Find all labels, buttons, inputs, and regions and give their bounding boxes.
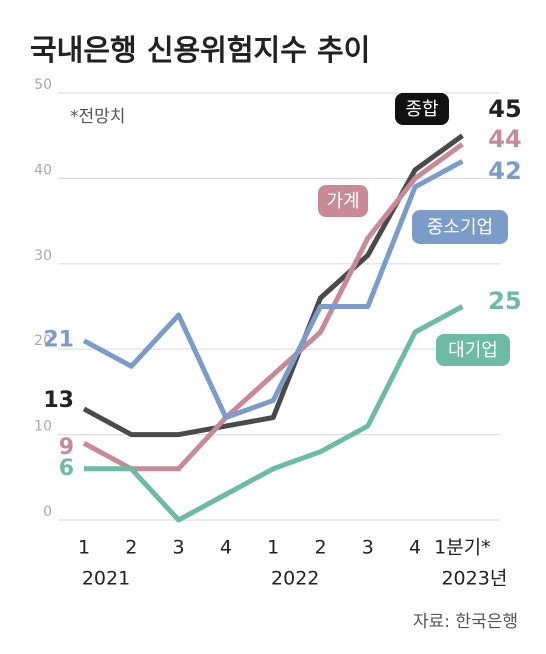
end-value-label: 45 <box>488 95 521 123</box>
legend-label: 가계 <box>326 191 359 212</box>
year-label: 2022 <box>271 568 319 590</box>
y-tick-label: 20 <box>34 333 52 349</box>
x-tick-label: 1 <box>78 537 90 559</box>
annotation: *전망치 <box>70 107 125 127</box>
x-tick-label: 4 <box>220 537 232 559</box>
end-value-label: 44 <box>488 125 521 153</box>
source: 자료: 한국은행 <box>413 612 518 632</box>
x-tick-label: 3 <box>173 537 185 559</box>
legend-box <box>436 334 510 366</box>
end-value-label: 42 <box>488 157 521 185</box>
year-label: 2023년 <box>441 568 507 590</box>
start-value-label: 21 <box>43 328 74 353</box>
legend-box <box>318 185 368 217</box>
series-line <box>84 304 464 523</box>
legend-box <box>395 93 449 125</box>
x-tick-label: 1 <box>267 537 279 559</box>
legend-box <box>412 210 508 244</box>
y-tick-label: 30 <box>34 248 52 264</box>
start-value-label: 13 <box>43 388 74 413</box>
end-value-label: 25 <box>488 287 521 315</box>
x-tick-label: 3 <box>362 537 374 559</box>
x-tick-label: 1분기* <box>434 537 491 559</box>
y-tick-label: 40 <box>34 162 52 178</box>
y-tick-label: 50 <box>34 77 52 93</box>
series-line <box>82 133 464 438</box>
start-value-label: 6 <box>59 456 74 481</box>
legend-label: 중소기업 <box>427 217 493 238</box>
x-tick-label: 4 <box>409 537 421 559</box>
legend-label: 종합 <box>405 99 438 120</box>
year-label: 2021 <box>82 568 130 590</box>
series-line <box>82 142 464 472</box>
y-tick-label: 0 <box>43 504 52 520</box>
y-tick-label: 10 <box>34 419 52 435</box>
series-line <box>82 159 464 421</box>
start-value-label: 9 <box>59 435 74 460</box>
x-tick-label: 2 <box>314 537 326 559</box>
x-tick-label: 2 <box>125 537 137 559</box>
chart-title: 국내은행 신용위험지수 추이 <box>30 33 370 67</box>
legend-label: 대기업 <box>448 340 498 361</box>
